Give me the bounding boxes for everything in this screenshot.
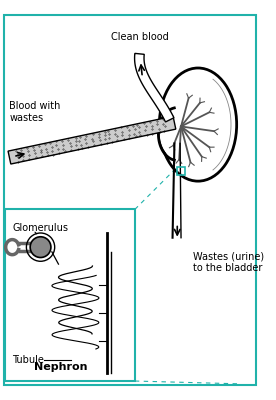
Polygon shape xyxy=(8,116,176,164)
Text: Glomerulus: Glomerulus xyxy=(12,223,68,233)
Bar xyxy=(177,167,185,174)
Text: Tubule: Tubule xyxy=(12,355,44,365)
Text: Nephron: Nephron xyxy=(34,362,87,372)
Polygon shape xyxy=(135,53,174,122)
Bar xyxy=(5,210,135,381)
Circle shape xyxy=(30,237,51,258)
Text: Wastes (urine)
to the bladder: Wastes (urine) to the bladder xyxy=(193,252,264,274)
Ellipse shape xyxy=(159,68,237,181)
Text: Blood with
wastes: Blood with wastes xyxy=(9,101,61,122)
Text: Clean blood: Clean blood xyxy=(111,32,168,42)
Ellipse shape xyxy=(160,110,194,158)
